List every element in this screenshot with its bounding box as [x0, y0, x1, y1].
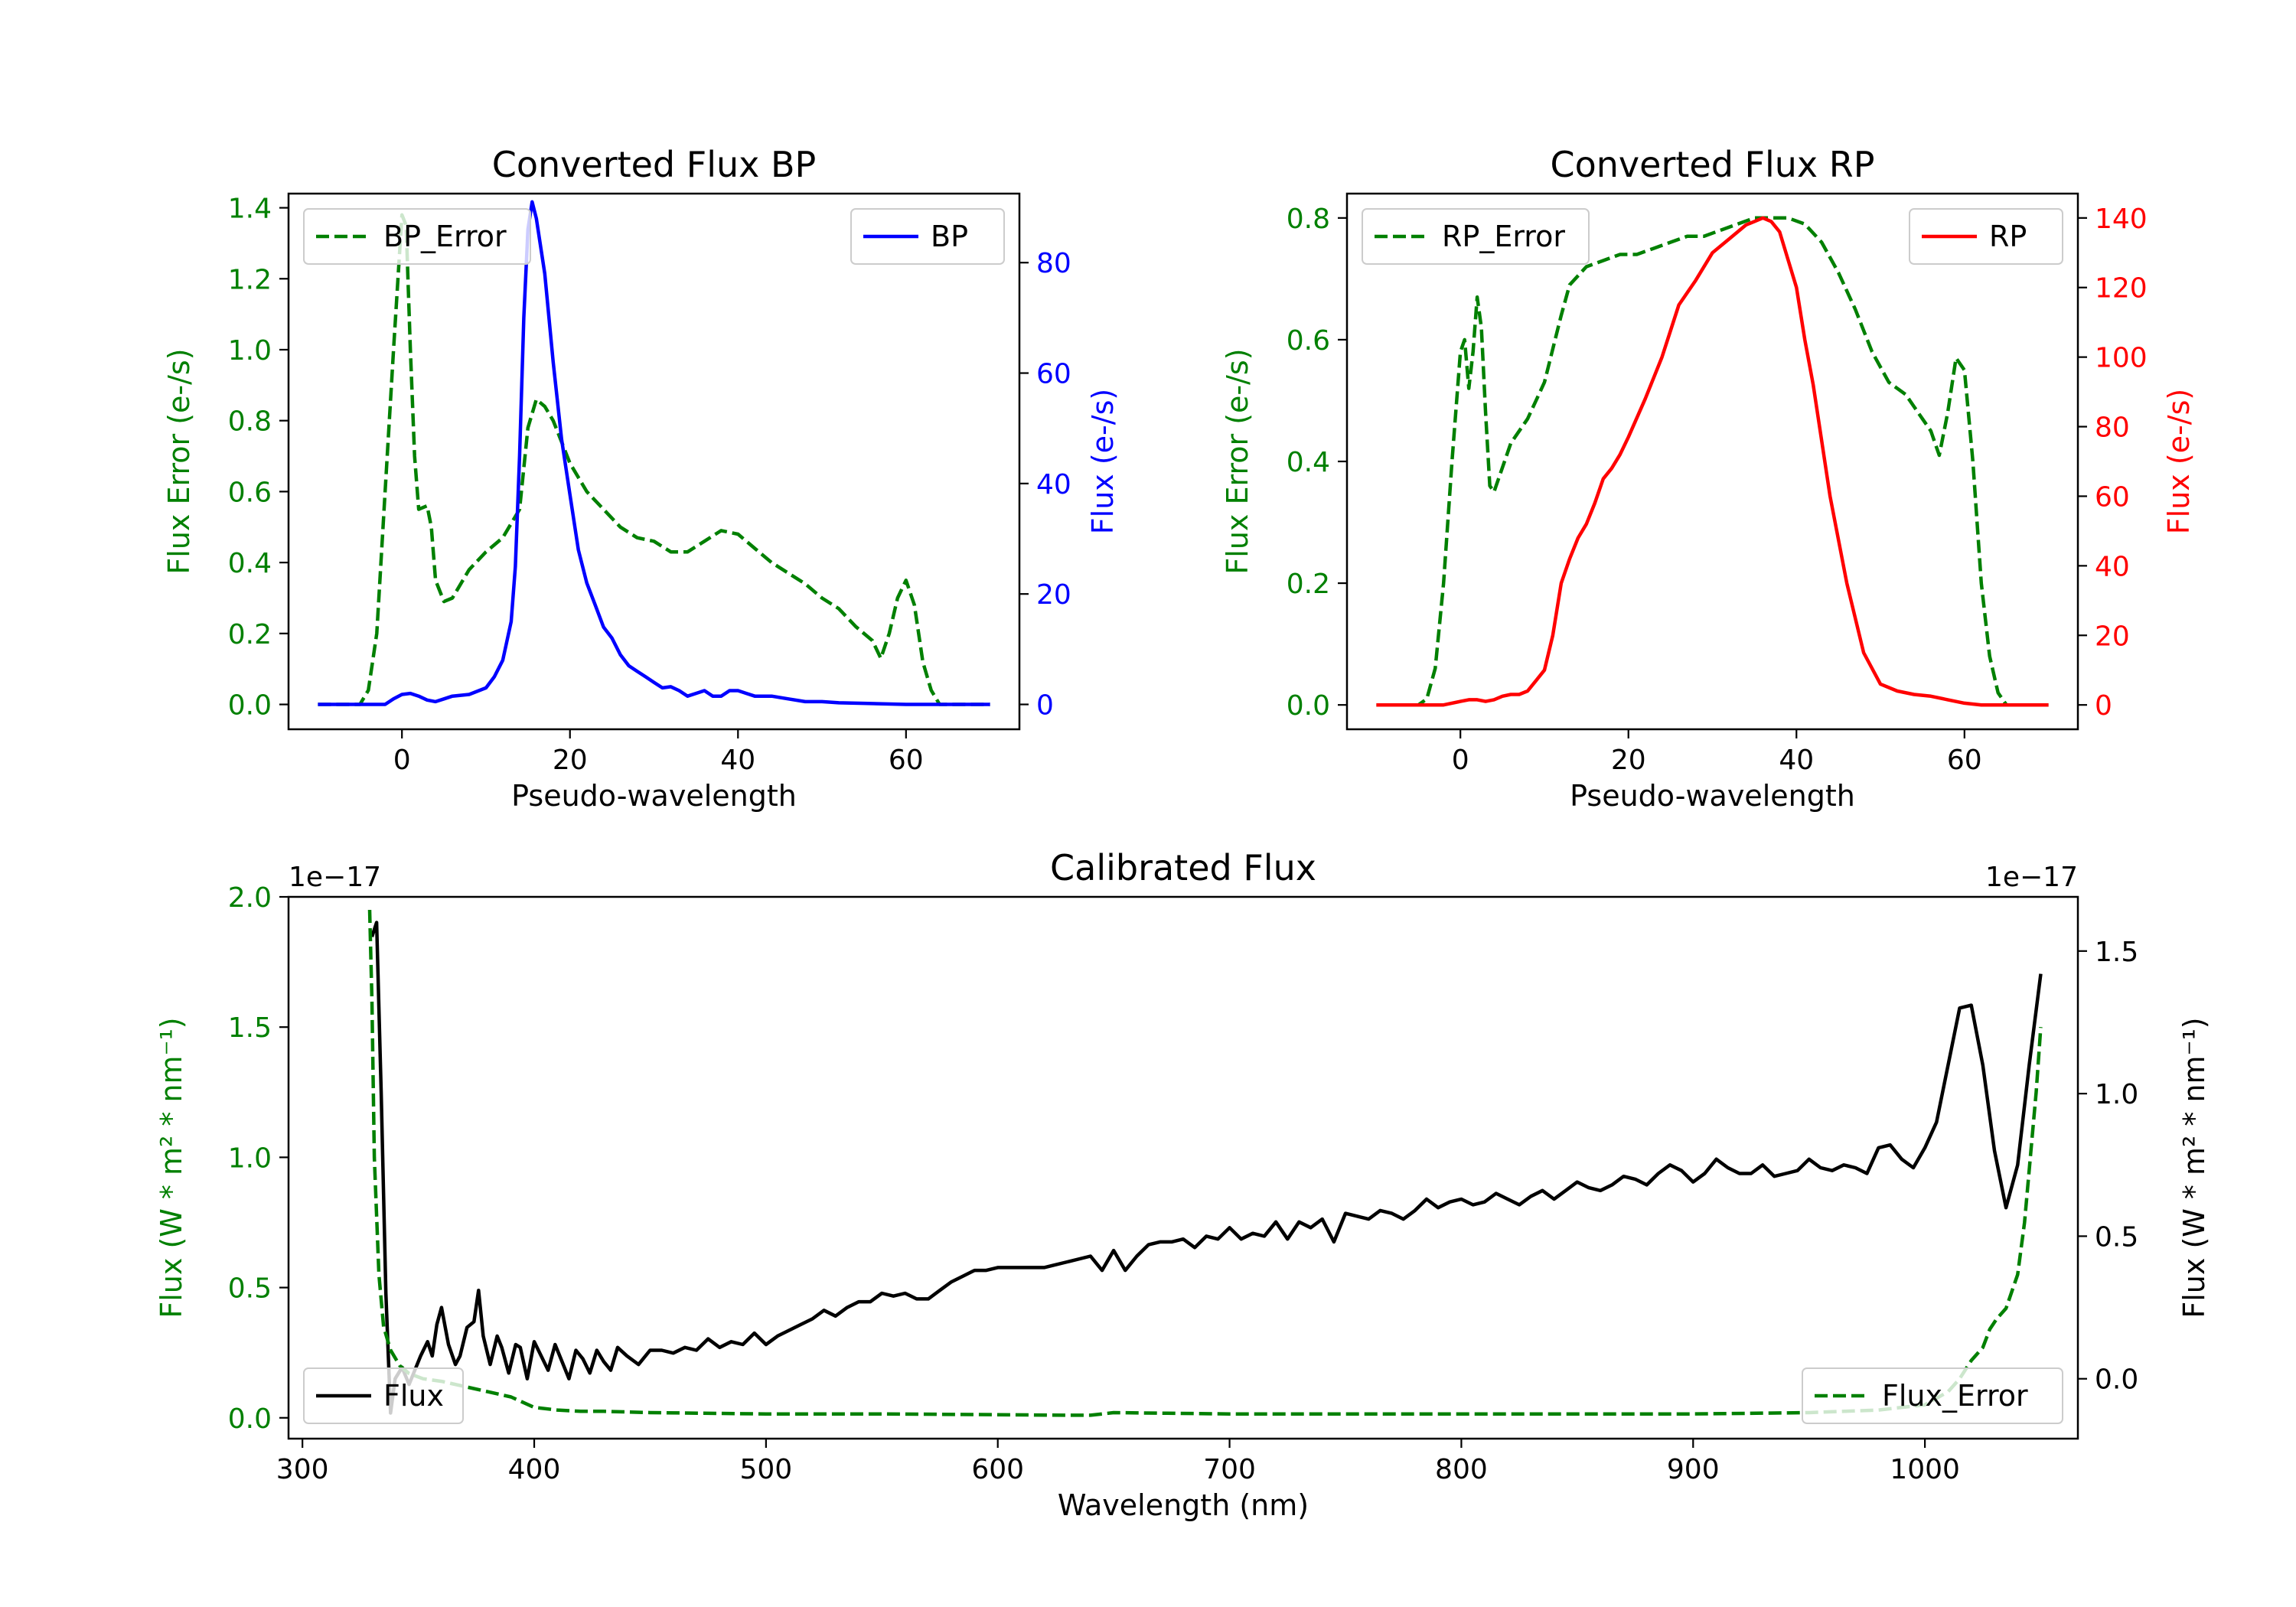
y-right-tick-label: 1.5	[2095, 937, 2138, 968]
x-tick-label: 900	[1667, 1454, 1720, 1485]
y-right-tick-label: 120	[2095, 273, 2148, 305]
legend-left: RP_Error	[1362, 208, 1590, 265]
y-left-tick-label: 0.0	[1287, 690, 1330, 722]
y-right-tick-label: 0	[2095, 690, 2112, 722]
y-left-tick-label: 1.0	[228, 1143, 272, 1174]
legend-frame	[1362, 208, 1590, 265]
x-tick-label: 400	[508, 1454, 561, 1485]
legend-frame	[1802, 1367, 2063, 1424]
y-right-tick-label: 0	[1036, 690, 1054, 722]
x-tick-label: 600	[971, 1454, 1024, 1485]
y-right-tick-label: 20	[1036, 579, 1071, 611]
y-left-axis-label: Flux (W * m² * nm⁻¹)	[155, 1017, 188, 1318]
series-line-rp-error	[1376, 216, 2049, 707]
chart-title: Converted Flux RP	[1551, 144, 1875, 185]
chart-calibrated: 300 400 500 600 700 800 900 1000 0.0 0.5 1.0 1.5 2.0…	[155, 847, 2211, 1522]
x-tick-label: 20	[553, 745, 588, 776]
y-left-tick-label: 1.2	[228, 264, 272, 295]
series-line-flux	[370, 921, 2043, 1415]
y-left-tick-label: 0.4	[1287, 447, 1330, 478]
axes-frame	[287, 192, 1021, 731]
legend-left: Flux	[303, 1367, 464, 1424]
legend-left: BP_Error	[303, 208, 531, 265]
legend-label: BP_Error	[383, 220, 507, 253]
y-left-tick-label: 0.0	[228, 690, 272, 722]
y-right-tick-label: 20	[2095, 621, 2130, 652]
x-tick-label: 0	[393, 745, 411, 776]
y-left-axis-label: Flux Error (e-/s)	[162, 348, 196, 574]
chart-bp: 0 20 40 60 0.0 0.2 0.4 0.6 0.8 1.0 1.2 1.4 0 20 40 60 80…	[162, 144, 1120, 813]
y-right-tick-label: 140	[2095, 204, 2148, 235]
x-tick-label: 500	[740, 1454, 793, 1485]
legend-label: RP	[1989, 220, 2027, 253]
series-line-rp	[1376, 216, 2049, 707]
y-right-axis-label: Flux (W * m² * nm⁻¹)	[2177, 1017, 2211, 1318]
legend-right: BP	[850, 208, 1005, 265]
x-tick-label: 20	[1611, 745, 1646, 776]
legend-frame	[303, 1367, 464, 1424]
y-right-tick-label: 100	[2095, 343, 2148, 374]
y-left-axis-label: Flux Error (e-/s)	[1221, 348, 1254, 574]
y-right-tick-label: 60	[1036, 359, 1071, 390]
y-left-offset-label: 1e−17	[289, 862, 381, 893]
y-right-tick-label: 40	[2095, 551, 2130, 582]
series-line-flux-error	[367, 909, 2043, 1417]
legend-frame	[303, 208, 531, 265]
x-tick-label: 300	[276, 1454, 329, 1485]
plot-area	[1376, 216, 2049, 707]
x-axis-label: Pseudo-wavelength	[511, 779, 797, 813]
x-tick-label: 1000	[1890, 1454, 1960, 1485]
y-right-tick-label: 80	[2095, 412, 2130, 444]
y-left-tick-label: 0.8	[228, 406, 272, 438]
y-left-tick-label: 0.5	[228, 1273, 272, 1305]
y-left-tick-label: 1.4	[228, 194, 272, 225]
y-right-tick-label: 40	[1036, 469, 1071, 500]
legend-frame	[850, 208, 1005, 265]
plot-area	[367, 909, 2043, 1417]
x-tick-label: 60	[889, 745, 924, 776]
y-right-tick-label: 60	[2095, 481, 2130, 513]
x-tick-label: 0	[1452, 745, 1469, 776]
x-axis-label: Wavelength (nm)	[1058, 1488, 1309, 1522]
legend-right: RP	[1909, 208, 2063, 265]
y-left-tick-label: 2.0	[228, 882, 272, 914]
axes-frame	[1345, 192, 2079, 731]
y-left-tick-label: 1.0	[228, 335, 272, 367]
x-tick-label: 700	[1203, 1454, 1256, 1485]
y-right-offset-label: 1e−17	[1985, 862, 2078, 893]
x-axis-label: Pseudo-wavelength	[1570, 779, 1855, 813]
y-left-tick-label: 0.6	[1287, 325, 1330, 357]
y-right-tick-label: 0.0	[2095, 1364, 2138, 1396]
plot-area	[318, 200, 990, 706]
y-left-tick-label: 0.2	[1287, 569, 1330, 600]
chart-title: Calibrated Flux	[1050, 847, 1316, 888]
y-left-tick-label: 0.0	[228, 1403, 272, 1435]
x-tick-label: 60	[1947, 745, 1982, 776]
x-tick-label: 40	[1779, 745, 1814, 776]
y-right-tick-label: 0.5	[2095, 1221, 2138, 1253]
y-right-tick-label: 1.0	[2095, 1079, 2138, 1110]
series-line-bp	[318, 200, 990, 706]
legend-right: Flux_Error	[1802, 1367, 2063, 1424]
y-left-tick-label: 0.4	[228, 548, 272, 579]
y-left-tick-label: 0.2	[228, 619, 272, 650]
axes-frame	[287, 895, 2079, 1440]
x-tick-label: 800	[1435, 1454, 1488, 1485]
y-left-tick-label: 1.5	[228, 1012, 272, 1044]
legend-label: RP_Error	[1442, 220, 1565, 253]
chart-title: Converted Flux BP	[492, 144, 817, 185]
y-right-axis-label: Flux (e-/s)	[1086, 389, 1120, 534]
chart-rp: 0 20 40 60 0.0 0.2 0.4 0.6 0.8 0 20 40 60 80 100 120 140…	[1221, 144, 2196, 813]
y-right-axis-label: Flux (e-/s)	[2162, 389, 2196, 534]
y-right-tick-label: 80	[1036, 248, 1071, 279]
series-line-bp-error	[318, 213, 990, 706]
y-left-tick-label: 0.8	[1287, 204, 1330, 235]
x-tick-label: 40	[720, 745, 755, 776]
y-left-tick-label: 0.6	[228, 477, 272, 508]
legend-label: Flux	[383, 1379, 444, 1413]
legend-frame	[1909, 208, 2063, 265]
legend-label: BP	[931, 220, 968, 253]
legend-label: Flux_Error	[1882, 1379, 2028, 1413]
